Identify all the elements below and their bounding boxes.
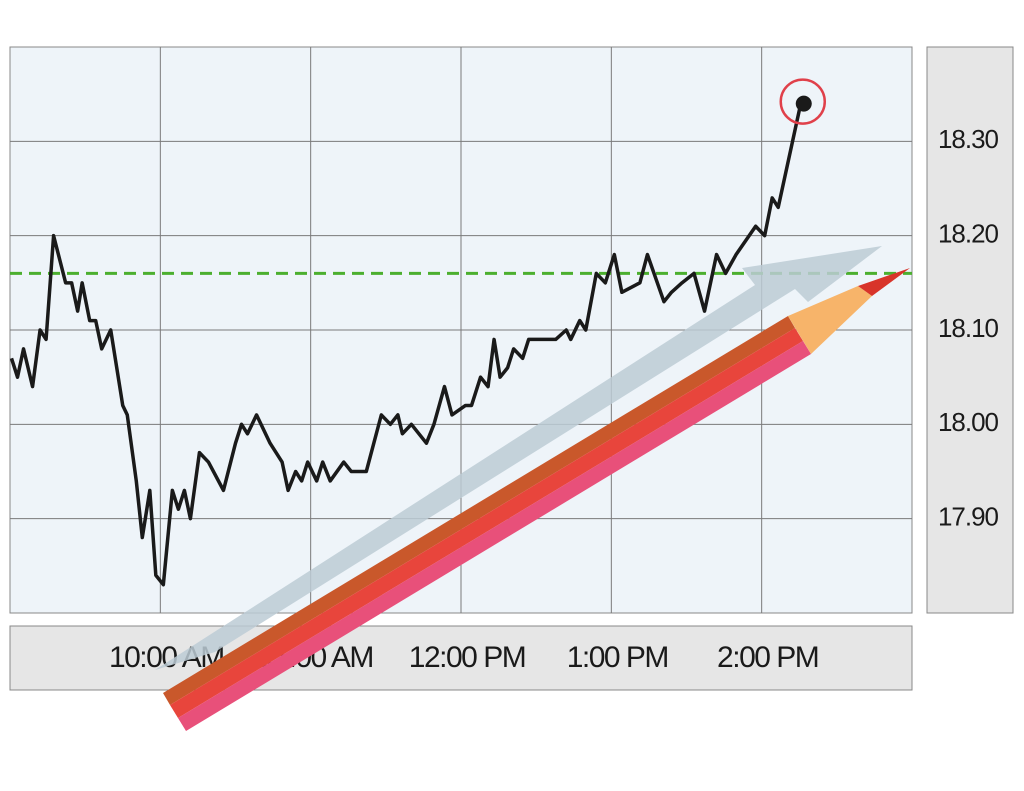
pencil-stripe [178,341,811,731]
y-axis-panel [926,46,1014,614]
pencil-wood [788,286,872,354]
x-tick-label: 12:00 PM [409,641,525,674]
price-line [9,103,803,587]
x-tick-label: 1:00 PM [567,641,668,674]
y-tick-label: 18.10 [938,313,999,343]
end-highlight [779,78,827,125]
pencil-lead [858,268,910,296]
x-tick-label: 2:00 PM [717,641,818,674]
y-tick-label: 18.00 [938,407,999,437]
arrow [155,246,882,670]
y-tick-label: 18.20 [938,219,999,249]
pencil-stripe [163,316,795,705]
pencil-decoration [155,246,910,731]
x-axis-panel [9,625,913,691]
pencil-stripe [170,328,803,718]
y-tick-label: 17.90 [938,502,999,532]
y-tick-label: 18.30 [938,124,999,154]
end-point [795,95,812,112]
